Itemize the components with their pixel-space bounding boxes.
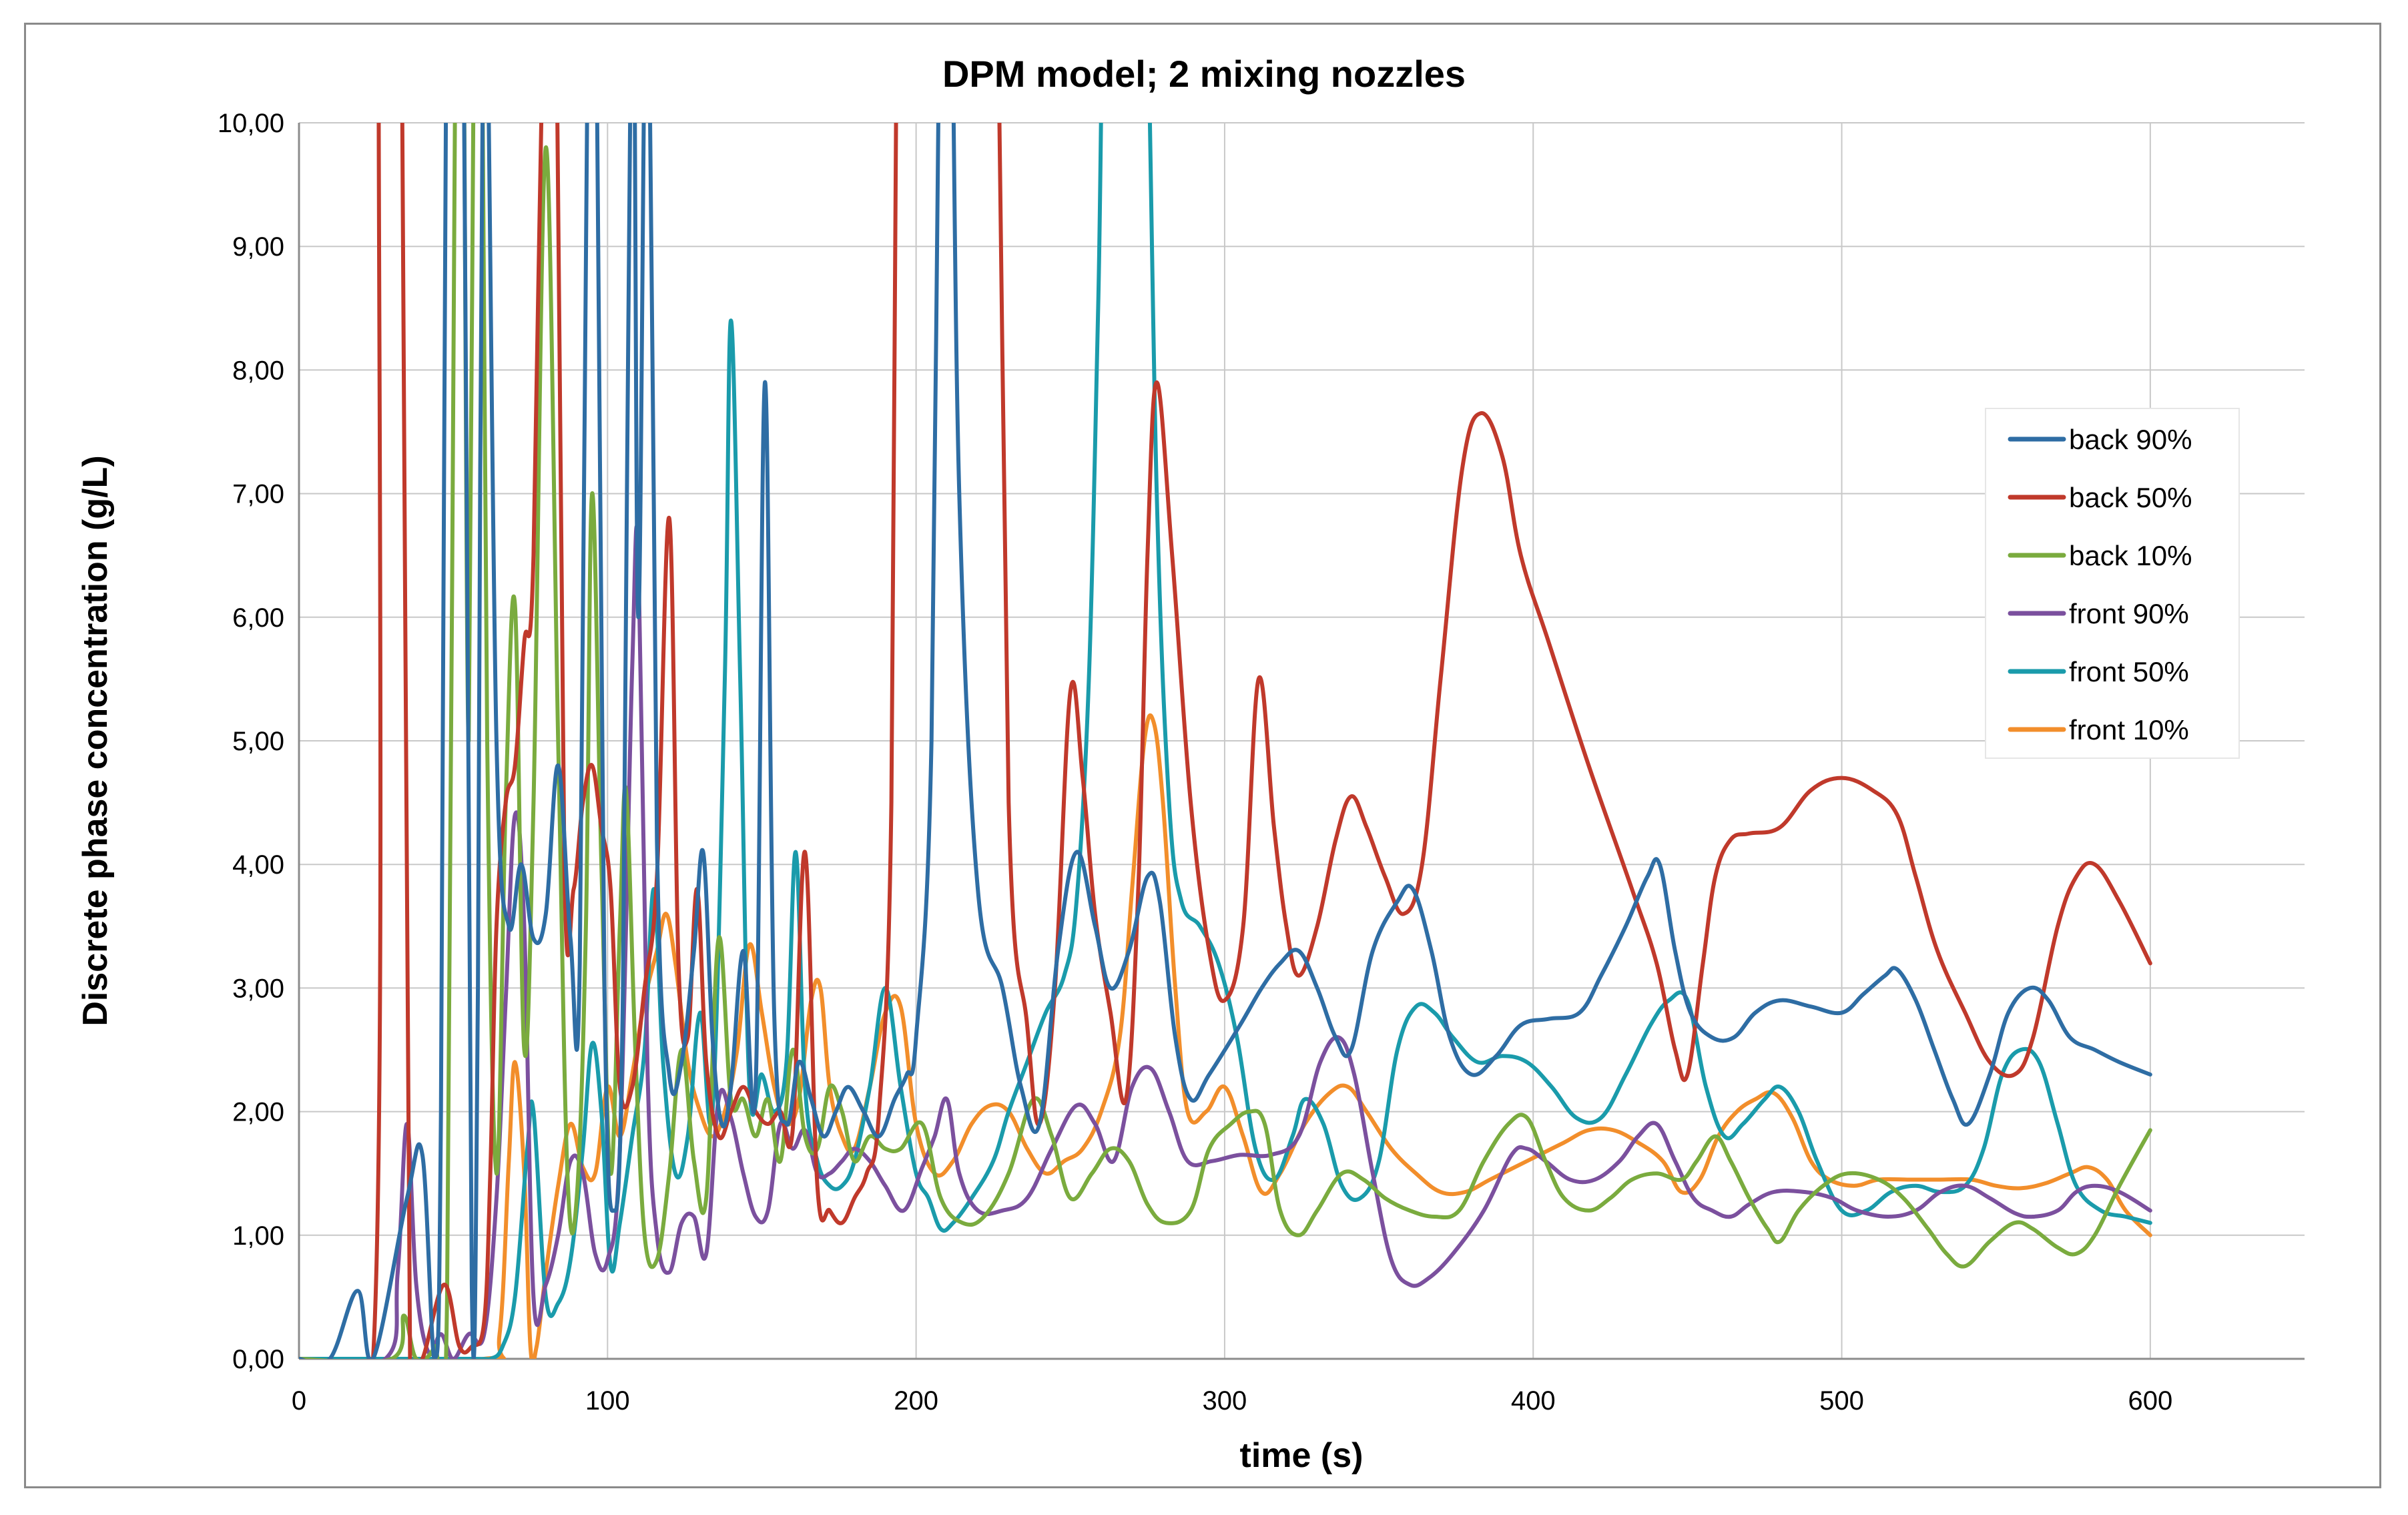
- x-tick-label: 100: [585, 1386, 630, 1416]
- x-tick-label: 200: [894, 1386, 938, 1416]
- legend-label-front-90: front 90%: [2069, 598, 2189, 629]
- series-line-back-90: [299, 123, 2152, 1359]
- x-tick-label: 300: [1203, 1386, 1247, 1416]
- x-tick-label: 400: [1511, 1386, 1556, 1416]
- legend-label-front-50: front 50%: [2069, 656, 2189, 687]
- y-tick-label: 6,00: [232, 603, 284, 633]
- series-line-back-50: [299, 123, 2152, 1359]
- axes: [298, 123, 2305, 1360]
- y-tick-label: 0,00: [232, 1345, 284, 1374]
- x-tick-label: 0: [292, 1386, 306, 1416]
- y-tick-label: 2,00: [232, 1098, 284, 1127]
- y-tick-label: 3,00: [232, 974, 284, 1003]
- y-tick-label: 10,00: [218, 109, 284, 138]
- y-tick-label: 9,00: [232, 232, 284, 262]
- series-layer: [299, 123, 2152, 1359]
- x-tick-label: 500: [1819, 1386, 1864, 1416]
- legend-box: [1985, 408, 2240, 759]
- legend-label-front-10: front 10%: [2069, 714, 2189, 745]
- legend-label-back-90: back 90%: [2069, 424, 2192, 455]
- y-tick-labels: 0,00 1,00 2,00 3,00 4,00 5,00 6,00 7,00 8,00 9,00…: [218, 109, 284, 1374]
- x-tick-labels: 0 100 200 300 400 500 600: [292, 1386, 2172, 1416]
- y-tick-label: 7,00: [232, 480, 284, 509]
- x-axis-title: time (s): [1240, 1436, 1364, 1475]
- y-tick-label: 1,00: [232, 1221, 284, 1251]
- legend-label-back-50: back 50%: [2069, 482, 2192, 513]
- y-axis-title: Discrete phase concentration (g/L): [76, 455, 115, 1026]
- y-tick-label: 4,00: [232, 850, 284, 880]
- y-tick-label: 5,00: [232, 727, 284, 756]
- series-line-front-90: [299, 525, 2152, 1359]
- y-tick-label: 8,00: [232, 356, 284, 385]
- legend-label-back-10: back 10%: [2069, 540, 2192, 571]
- chart-title: DPM model; 2 mixing nozzles: [942, 53, 1466, 95]
- x-tick-label: 600: [2128, 1386, 2172, 1416]
- legend: back 90% back 50% back 10% front 90% front 5…: [1985, 408, 2240, 759]
